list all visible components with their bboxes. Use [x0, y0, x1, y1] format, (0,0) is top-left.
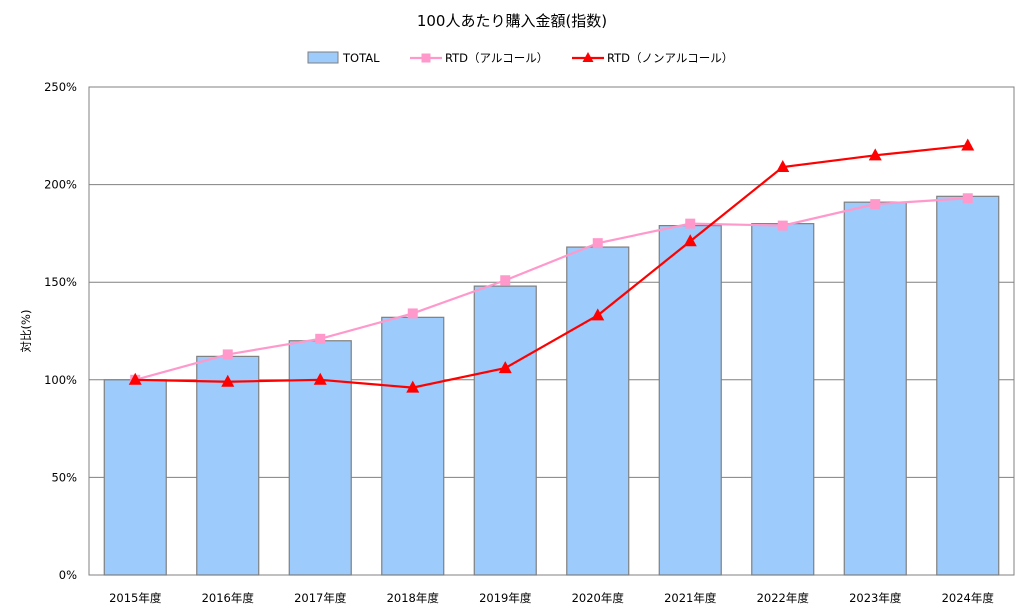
- point-marker: [406, 380, 420, 393]
- bar-total: [103, 379, 167, 576]
- line-series: [128, 138, 975, 393]
- point-marker: [591, 308, 605, 321]
- point-marker: [868, 148, 882, 161]
- point-marker: [500, 275, 511, 286]
- y-axis-label: 対比(%): [19, 310, 33, 353]
- bar-total: [196, 355, 260, 576]
- x-tick-label: 2016年度: [202, 591, 255, 605]
- point-marker: [777, 220, 788, 231]
- bar-total: [658, 224, 722, 576]
- point-marker: [776, 160, 790, 173]
- x-tick-label: 2018年度: [387, 591, 440, 605]
- x-tick-label: 2017年度: [294, 591, 347, 605]
- bar-total: [751, 223, 815, 576]
- point-marker: [683, 234, 697, 247]
- legend-marker: [582, 52, 594, 62]
- legend-item: RTD（ノンアルコール）: [572, 51, 733, 65]
- x-tick-label: 2024年度: [942, 591, 995, 605]
- y-tick-label: 100%: [44, 373, 77, 387]
- legend-label: RTD（アルコール）: [445, 51, 548, 65]
- point-marker: [498, 361, 512, 374]
- point-marker: [313, 372, 327, 385]
- x-tick-label: 2015年度: [109, 591, 162, 605]
- point-marker: [407, 308, 418, 319]
- point-marker: [315, 333, 326, 344]
- y-tick-label: 150%: [44, 275, 77, 289]
- x-tick-label: 2022年度: [757, 591, 810, 605]
- point-marker: [961, 138, 975, 151]
- legend-item: TOTAL: [307, 51, 380, 65]
- point-marker: [592, 238, 603, 249]
- bar-series: [103, 195, 1000, 576]
- x-tick-label: 2020年度: [572, 591, 625, 605]
- y-tick-label: 250%: [44, 80, 77, 94]
- legend: TOTAL RTD（アルコール） RTD（ノンアルコール）: [307, 51, 733, 65]
- legend-item: RTD（アルコール）: [410, 51, 548, 65]
- legend-label: TOTAL: [342, 51, 380, 65]
- bar-total: [843, 201, 907, 576]
- y-axis: 0% 50% 100% 150% 200% 250%: [44, 80, 77, 582]
- bar-total: [381, 316, 445, 576]
- x-tick-label: 2023年度: [849, 591, 902, 605]
- point-marker: [221, 374, 235, 387]
- legend-marker: [421, 53, 431, 63]
- x-tick-label: 2019年度: [479, 591, 532, 605]
- point-marker: [962, 193, 973, 204]
- point-marker: [222, 349, 233, 360]
- y-tick-label: 50%: [51, 470, 77, 484]
- bar-total: [936, 195, 1000, 576]
- chart-title: 100人あたり購入金額(指数): [417, 12, 607, 30]
- y-tick-label: 0%: [59, 568, 77, 582]
- bar-total: [473, 285, 537, 576]
- x-axis: 2015年度 2016年度 2017年度 2018年度 2019年度 2020年度 2021…: [109, 591, 994, 605]
- legend-swatch: [307, 51, 339, 64]
- y-tick-label: 200%: [44, 178, 77, 192]
- x-tick-label: 2021年度: [664, 591, 717, 605]
- point-marker: [870, 199, 881, 210]
- point-marker: [128, 372, 142, 385]
- legend-label: RTD（ノンアルコール）: [607, 51, 733, 65]
- point-marker: [685, 218, 696, 229]
- series-line: [135, 144, 968, 389]
- series-line: [134, 197, 968, 381]
- bar-total: [566, 246, 630, 576]
